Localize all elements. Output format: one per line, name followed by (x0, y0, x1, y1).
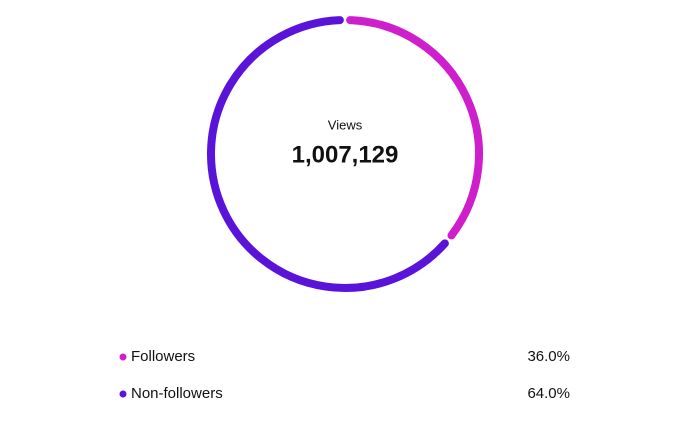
center-label: Views (328, 117, 363, 132)
legend-label: Followers (131, 348, 195, 365)
legend-value: 36.0% (527, 348, 570, 365)
legend-dot (119, 353, 127, 361)
legend-label: Non-followers (131, 385, 223, 402)
center-value: 1,007,129 (292, 141, 399, 168)
donut-segment (207, 16, 449, 292)
donut-segment (346, 16, 483, 240)
legend-dot (119, 390, 127, 398)
legend-value: 64.0% (527, 385, 570, 402)
